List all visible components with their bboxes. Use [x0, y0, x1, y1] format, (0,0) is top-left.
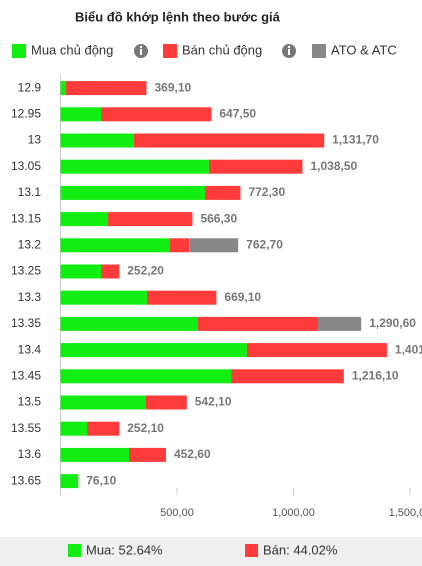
value-label: 1,401,00 [395, 342, 422, 356]
bar-segment [60, 369, 232, 384]
value-label: 252,20 [127, 264, 164, 278]
summary-label: Mua: 52.64% [86, 542, 163, 557]
y-tick-label: 13.5 [18, 395, 42, 409]
bar-segment [204, 185, 241, 200]
bar-segment [197, 316, 318, 331]
y-tick-label: 13.6 [18, 447, 42, 461]
y-tick-label: 13.25 [11, 264, 41, 278]
bar-segment [60, 212, 109, 227]
summary-label: Bán: 44.02% [263, 542, 338, 557]
bar-segment [60, 421, 88, 436]
bar-segment [60, 81, 66, 96]
bar-segment [60, 185, 205, 200]
legend-swatch [12, 44, 26, 58]
x-tick-label: 1,500,00 [389, 507, 422, 519]
legend-label: ATO & ATC [331, 42, 397, 57]
bar-segment [60, 264, 102, 279]
bar-segment [108, 212, 193, 227]
y-tick-label: 13.35 [11, 316, 41, 330]
y-tick-label: 12.95 [11, 106, 41, 120]
y-tick-label: 13.05 [11, 159, 41, 173]
bar-segment [60, 159, 209, 174]
summary-swatch [68, 544, 81, 557]
bar-segment [60, 447, 130, 462]
y-tick-label: 13 [28, 133, 42, 147]
bar-segment [146, 290, 217, 305]
info-icon[interactable] [134, 44, 148, 58]
value-label: 1,038,50 [310, 159, 357, 173]
value-label: 647,50 [219, 106, 256, 120]
chart-title: Biểu đồ khớp lệnh theo bước giá [75, 9, 281, 24]
legend-label: Bán chủ động [182, 42, 262, 57]
bar-segment [60, 133, 134, 148]
footer [0, 537, 422, 566]
value-label: 76,10 [86, 473, 116, 487]
bar-segment [87, 421, 120, 436]
y-tick-label: 13.65 [11, 473, 41, 487]
summary-swatch [245, 544, 258, 557]
value-label: 452,60 [174, 447, 211, 461]
bar-segment [208, 159, 303, 174]
bar-segment [246, 343, 387, 358]
y-tick-label: 13.4 [18, 342, 42, 356]
legend-swatch [312, 44, 326, 58]
bar-segment [317, 316, 362, 331]
bar-segment [146, 395, 187, 410]
x-tick-label: 500,00 [160, 507, 194, 519]
bar-segment [101, 264, 120, 279]
bar-segment [101, 107, 212, 122]
bar-segment [129, 447, 166, 462]
value-label: 252,10 [127, 421, 164, 435]
value-label: 762,70 [246, 237, 283, 251]
bar-segment [60, 290, 147, 305]
legend-label: Mua chủ động [31, 42, 113, 57]
y-tick-label: 13.15 [11, 211, 41, 225]
y-tick-label: 13.1 [18, 185, 42, 199]
value-label: 1,290,60 [369, 316, 416, 330]
value-label: 566,30 [200, 211, 237, 225]
bar-segment [189, 238, 239, 253]
value-label: 1,216,10 [352, 368, 399, 382]
y-tick-label: 13.55 [11, 421, 41, 435]
y-tick-label: 13.2 [18, 237, 42, 251]
value-label: 542,10 [195, 395, 232, 409]
value-label: 1,131,70 [332, 133, 379, 147]
bar-segment [60, 238, 171, 253]
bar-segment [60, 316, 198, 331]
bar-segment [60, 107, 102, 122]
bar-segment [60, 474, 79, 489]
y-tick-label: 13.3 [18, 290, 42, 304]
legend-swatch [163, 44, 177, 58]
x-tick-label: 1,000,00 [272, 507, 315, 519]
bar-segment [60, 343, 247, 358]
info-icon[interactable] [282, 44, 296, 58]
bar-segment [60, 395, 147, 410]
bar-segment [65, 81, 147, 96]
y-tick-label: 13.45 [11, 368, 41, 382]
y-tick-label: 12.9 [18, 80, 42, 94]
value-label: 369,10 [155, 80, 192, 94]
value-label: 772,30 [248, 185, 285, 199]
bar-segment [133, 133, 325, 148]
value-label: 669,10 [224, 290, 261, 304]
bar-segment [231, 369, 344, 384]
bar-segment [170, 238, 190, 253]
